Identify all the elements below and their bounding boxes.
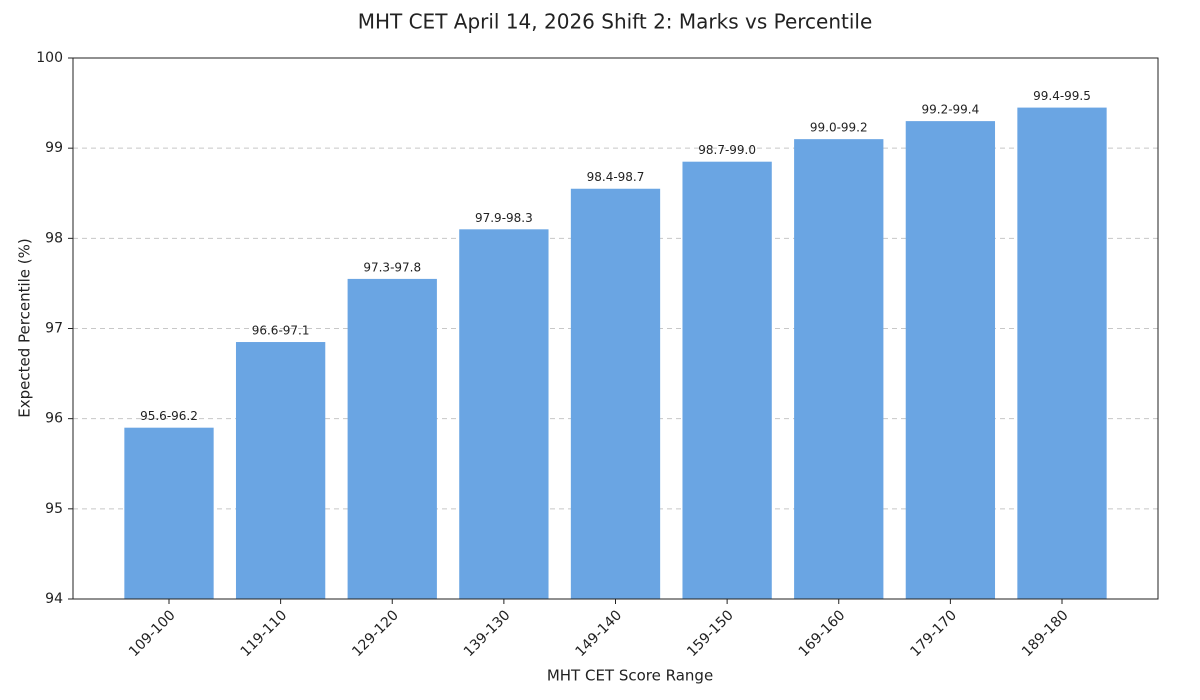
value-label: 98.7-99.0 [698, 143, 756, 157]
value-label: 97.3-97.8 [363, 260, 421, 274]
y-tick-label: 96 [45, 411, 63, 427]
y-tick-label: 95 [45, 501, 63, 517]
value-label: 98.4-98.7 [587, 170, 645, 184]
x-tick-label: 169-160 [796, 607, 849, 660]
x-tick-label: 189-180 [1019, 607, 1072, 660]
plot-frame [72, 57, 1159, 600]
value-label: 99.4-99.5 [1033, 89, 1091, 103]
x-tick-label: 159-150 [684, 607, 737, 660]
value-label: 97.9-98.3 [475, 211, 533, 225]
value-label: 95.6-96.2 [140, 409, 198, 423]
value-label: 99.0-99.2 [810, 121, 868, 135]
y-tick-label: 100 [36, 50, 63, 66]
x-tick-label: 179-170 [907, 607, 960, 660]
y-tick-label: 97 [45, 321, 63, 337]
bar [124, 427, 214, 599]
value-label: 99.2-99.4 [921, 103, 979, 117]
bar [1017, 107, 1107, 599]
x-tick-label: 129-120 [349, 607, 402, 660]
bar [905, 121, 996, 599]
bar [347, 278, 437, 599]
x-axis-label: MHT CET Score Range [547, 667, 713, 685]
chart-title: MHT CET April 14, 2026 Shift 2: Marks vs… [358, 10, 873, 34]
y-axis-label: Expected Percentile (%) [16, 238, 34, 417]
bar [570, 188, 661, 599]
x-tick-label: 119-110 [238, 607, 291, 660]
bar [235, 342, 326, 599]
x-tick-label: 139-130 [461, 607, 514, 660]
x-tick-label: 149-140 [572, 607, 625, 660]
bar [682, 161, 772, 600]
y-tick-label: 99 [45, 140, 63, 156]
value-label: 96.6-97.1 [252, 324, 310, 338]
y-tick-label: 98 [45, 230, 63, 246]
y-tick-label: 94 [45, 591, 63, 607]
bar [794, 139, 884, 599]
bar [459, 229, 549, 600]
x-tick-label: 109-100 [126, 607, 179, 660]
